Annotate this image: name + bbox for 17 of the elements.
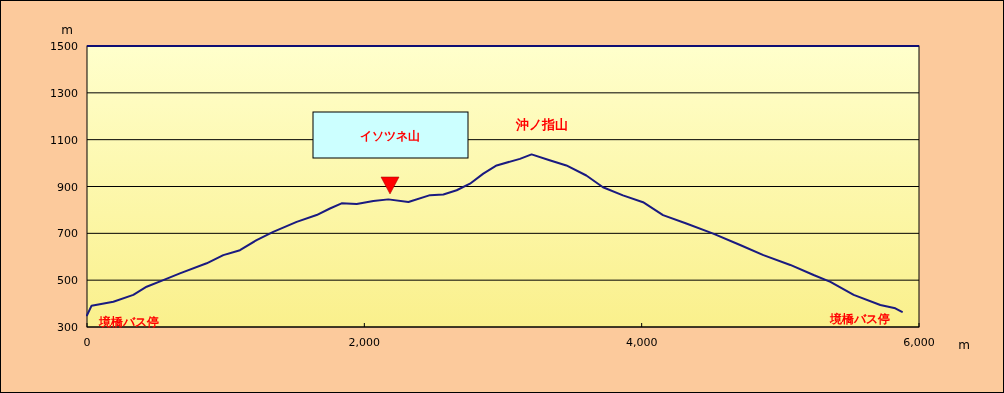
y-tick-label: 1300 (50, 86, 78, 100)
y-tick-label: 1100 (50, 133, 78, 147)
x-tick-label: 4,000 (625, 336, 658, 349)
y-tick-label: 1500 (50, 40, 78, 53)
annotation: 沖ノ指山 (514, 117, 568, 133)
annotation: イソツネ山 (360, 129, 420, 143)
x-axis-title: m (958, 338, 970, 352)
y-tick-label: 500 (57, 274, 78, 288)
x-tick-label: 0 (83, 336, 91, 349)
annotation: 境橋バス停 (98, 315, 159, 330)
x-tick-label: 6,000 (903, 336, 935, 349)
y-axis-title: m (61, 23, 73, 37)
annotation: 境橋バス停 (828, 311, 890, 326)
x-tick-label: 2,000 (348, 336, 381, 349)
y-tick-label: 700 (57, 227, 78, 241)
y-tick-label: 900 (57, 180, 78, 194)
y-tick-label: 300 (57, 321, 78, 334)
